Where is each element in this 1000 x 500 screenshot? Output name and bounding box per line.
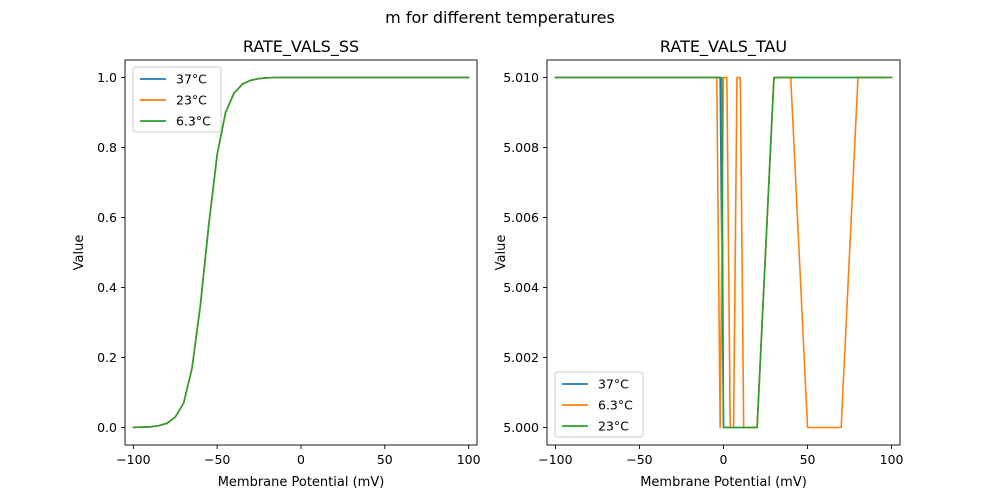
subplot-1: −100 −50 0 50 100 0.0 0.2 0.4 0.6 0.8 1.0 RATE_VALS… [72, 37, 481, 490]
y-tick-label: 5.002 [503, 350, 539, 365]
x-tick-label: 50 [377, 452, 393, 467]
legend-box [554, 371, 644, 438]
legend: 37°C 23°C 6.3°C [132, 66, 222, 133]
x-tick-label: −100 [116, 452, 150, 467]
y-tick-label: 0.4 [97, 280, 117, 295]
x-axis-label: Membrane Potential (mV) [218, 475, 385, 490]
subplot-2: −100 −50 0 50 1005.0005.0025.0045.0065.0085.… [494, 37, 904, 490]
y-tick-label: 0.8 [97, 140, 117, 155]
x-tick-label: 0 [297, 452, 305, 467]
x-axis-ticks: −100 −50 0 50 100 [116, 445, 481, 467]
y-tick-label: 5.008 [503, 140, 539, 155]
x-axis-label: Membrane Potential (mV) [640, 475, 807, 490]
x-tick-label: 100 [880, 452, 904, 467]
legend-label-1: 37°C [598, 377, 629, 392]
y-tick-label: 5.006 [503, 210, 539, 225]
x-tick-label: −50 [204, 452, 230, 467]
y-tick-label: 0.2 [97, 350, 117, 365]
legend-box [132, 66, 222, 133]
y-tick-label: 1.0 [97, 70, 117, 85]
x-tick-label: 0 [720, 452, 728, 467]
x-tick-label: 50 [800, 452, 816, 467]
subplot-title: RATE_VALS_TAU [660, 37, 787, 57]
series-line-3 [554, 76, 893, 429]
x-axis-ticks: −100 −50 0 50 100 [538, 445, 904, 467]
legend-label-1: 37°C [176, 72, 207, 87]
x-tick-label: −50 [626, 452, 652, 467]
legend-label-3: 23°C [598, 419, 629, 434]
subplots: −100 −50 0 50 100 0.0 0.2 0.4 0.6 0.8 1.0 RATE_VALS… [72, 37, 904, 490]
y-tick-label: 5.010 [503, 70, 539, 85]
y-axis-label: Value [494, 235, 509, 271]
x-tick-label: −100 [538, 452, 572, 467]
legend-label-3: 6.3°C [176, 114, 211, 129]
series-lines [132, 76, 470, 429]
subplot-title: RATE_VALS_SS [243, 37, 359, 57]
y-tick-label: 5.004 [503, 280, 539, 295]
y-tick-label: 0.0 [97, 420, 117, 435]
x-tick-label: 100 [457, 452, 481, 467]
legend: 37°C 6.3°C 23°C [554, 371, 644, 438]
series-lines [554, 76, 893, 429]
legend-label-2: 23°C [176, 93, 207, 108]
y-axis-ticks: 5.000 5.002 5.004 5.006 5.008 5.010 [503, 70, 547, 435]
y-tick-label: 0.6 [97, 210, 117, 225]
y-tick-label: 5.000 [503, 420, 539, 435]
legend-label-2: 6.3°C [598, 398, 633, 413]
series-line-3 [132, 76, 470, 429]
figure-suptitle: m for different temperatures [385, 8, 615, 27]
y-axis-label: Value [72, 235, 87, 271]
y-axis-ticks: 0.0 0.2 0.4 0.6 0.8 1.0 [97, 70, 125, 435]
